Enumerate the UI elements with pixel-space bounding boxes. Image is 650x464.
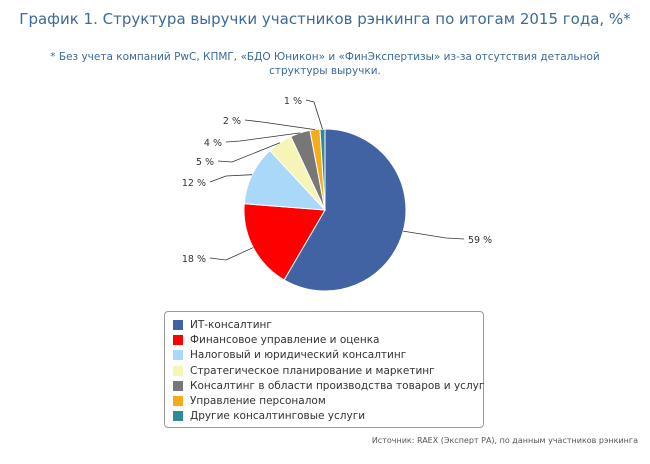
- legend-swatch: [173, 365, 183, 376]
- legend-item: Другие консалтинговые услуги: [173, 409, 475, 424]
- legend-swatch: [173, 334, 183, 345]
- legend-swatch: [173, 350, 183, 361]
- legend-label: Управление персоналом: [190, 395, 326, 408]
- leader-line-2: [209, 247, 254, 261]
- pie-slice-7: [319, 128, 326, 211]
- legend-item: Налоговый и юридический консалтинг: [173, 348, 475, 363]
- legend-label: Консалтинг в области производства товаро…: [190, 379, 485, 392]
- legend-label: Другие консалтинговые услуги: [190, 410, 366, 423]
- legend-item: ИТ-консалтинг: [173, 317, 475, 332]
- legend-item: Управление персоналом: [173, 393, 475, 408]
- pie-slice-2: [243, 203, 326, 281]
- legend-label: Стратегическое планирование и маркетинг: [190, 364, 435, 377]
- leader-line-6: [244, 119, 316, 131]
- legend-label: Финансовое управление и оценка: [190, 333, 380, 346]
- data-label-2: 18 %: [182, 254, 206, 265]
- data-label-1: 59 %: [468, 235, 492, 246]
- leader-line-4: [217, 142, 281, 163]
- data-label-5: 4 %: [204, 138, 222, 149]
- legend-item: Консалтинг в области производства товаро…: [173, 378, 484, 393]
- legend-swatch: [173, 380, 183, 391]
- legend-swatch: [173, 411, 183, 422]
- legend-swatch: [173, 396, 183, 407]
- data-label-3: 12 %: [182, 178, 206, 189]
- leader-line-7: [305, 99, 323, 130]
- data-label-7: 1 %: [284, 96, 302, 107]
- pie-chart: 59 % 18 % 12 % 5 % 4 %2 % 1 %: [182, 96, 492, 292]
- legend-swatch: [173, 319, 183, 330]
- leader-line-1: [403, 230, 465, 240]
- legend-item: Стратегическое планирование и маркетинг: [173, 363, 475, 378]
- leader-line-3: [209, 174, 253, 183]
- chart-legend: ИТ-консалтинг Финансовое управление и оце…: [164, 311, 484, 428]
- legend-label: Налоговый и юридический консалтинг: [190, 349, 407, 362]
- pie-slice-3: [243, 149, 327, 211]
- source-note: Источник: RAEX (Эксперт РА), по данным у…: [371, 436, 638, 445]
- legend-label: ИТ-консалтинг: [190, 318, 272, 331]
- chart-subtitle: * Без учета компаний PwC, КПМГ, «БДО Юни…: [50, 51, 600, 77]
- data-label-4: 5 %: [196, 157, 214, 168]
- leader-line-5: [225, 132, 301, 143]
- legend-item: Финансовое управление и оценка: [173, 332, 475, 347]
- data-label-6: 2 %: [223, 116, 241, 127]
- chart-title: График 1. Структура выручки участников р…: [19, 10, 631, 28]
